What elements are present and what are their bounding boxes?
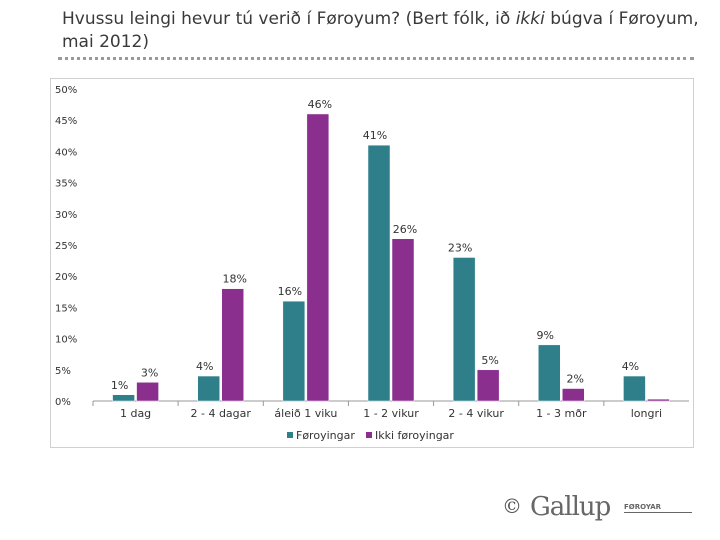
legend-swatch: [366, 432, 372, 438]
y-tick-label: 15%: [55, 303, 77, 314]
legend-label: Føroyingar: [296, 429, 355, 442]
chart-frame: 0% 5% 10% 15% 20% 25% 30% 35% 40% 45% 50% 1 dag 1% 3%…: [50, 78, 694, 448]
bar-foroyingar: [452, 257, 476, 402]
x-tick-label: 1 - 3 mðr: [536, 407, 587, 420]
bar-ikki-foroyingar: [221, 288, 244, 402]
bar-ikki-foroyingar: [306, 113, 330, 402]
bar-foroyingar: [623, 375, 646, 402]
data-label: 18%: [222, 273, 246, 286]
bar-foroyingar: [282, 300, 306, 402]
y-tick-label: 50%: [55, 85, 77, 96]
data-label: 5%: [481, 354, 498, 367]
data-label: 23%: [448, 241, 472, 254]
bar-foroyingar: [538, 344, 561, 402]
y-tick-label: 35%: [55, 179, 77, 190]
data-label: 9%: [537, 329, 554, 342]
data-label: 4%: [196, 360, 213, 373]
bar-foroyingar: [112, 394, 135, 402]
chart-title: Hvussu leingi hevur tú verið í Føroyum? …: [62, 8, 702, 54]
y-tick-label: 10%: [55, 335, 77, 346]
data-label: 46%: [308, 98, 332, 111]
y-tick-label: 20%: [55, 272, 77, 283]
logo-underline: [624, 512, 692, 513]
bar-ikki-foroyingar: [136, 382, 159, 402]
y-tick-label: 40%: [55, 147, 77, 158]
data-label: 4%: [622, 360, 639, 373]
bar-ikki-foroyingar: [562, 388, 585, 402]
x-tick-label: áleið 1 viku: [274, 407, 337, 420]
x-tick-label: 1 - 2 vikur: [363, 407, 419, 420]
gallup-logo: © Gallup FØROYAR: [500, 492, 700, 528]
title-part-2: búgva í Føroyum, mai 2012): [62, 9, 699, 52]
bar-foroyingar: [367, 144, 391, 402]
y-tick-label: 25%: [55, 241, 77, 252]
x-tick-label: longri: [631, 407, 662, 420]
logo-subtext: FØROYAR: [624, 503, 662, 511]
bar-ikki-foroyingar: [647, 398, 670, 402]
title-part-1: Hvussu leingi hevur tú verið í Føroyum? …: [62, 9, 516, 29]
title-italic: ikki: [515, 9, 545, 29]
title-divider: [58, 57, 694, 60]
y-tick-label: 0%: [55, 397, 71, 408]
y-tick-label: 30%: [55, 210, 77, 221]
bar-ikki-foroyingar: [391, 238, 415, 402]
data-label: 41%: [363, 129, 387, 142]
legend-swatch: [287, 432, 293, 438]
bar-ikki-foroyingar: [476, 369, 500, 402]
copyright-symbol: ©: [502, 494, 522, 518]
data-label: 3%: [141, 366, 158, 379]
data-label: 1%: [111, 379, 128, 392]
bar-foroyingar: [197, 375, 220, 402]
legend-label: Ikki føroyingar: [375, 429, 454, 442]
data-label: 26%: [393, 223, 417, 236]
data-label: 2%: [567, 373, 584, 386]
y-tick-label: 5%: [55, 366, 71, 377]
x-tick-label: 1 dag: [120, 407, 151, 420]
logo-wordmark: Gallup: [530, 492, 611, 522]
x-tick-label: 2 - 4 vikur: [448, 407, 504, 420]
data-label: 16%: [278, 285, 302, 298]
bar-chart: 0% 5% 10% 15% 20% 25% 30% 35% 40% 45% 50% 1 dag 1% 3%…: [55, 85, 689, 442]
x-tick-label: 2 - 4 dagar: [190, 407, 251, 420]
y-tick-label: 45%: [55, 116, 77, 127]
